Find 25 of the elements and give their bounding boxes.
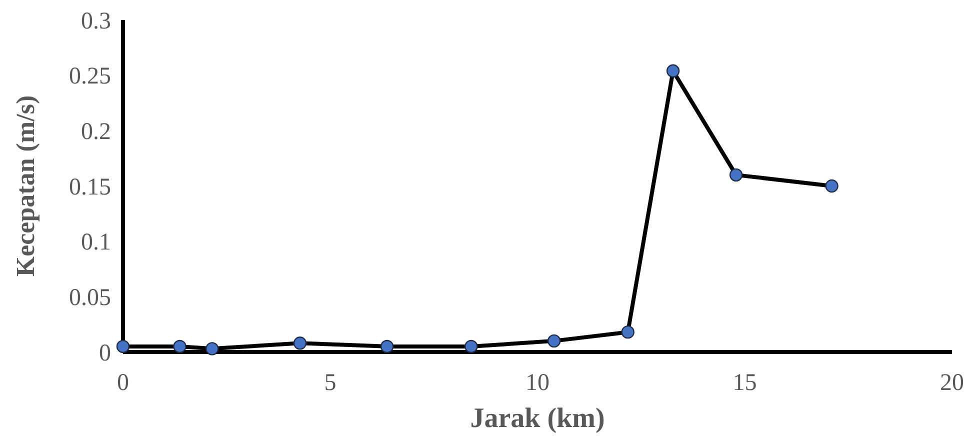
y-tick-label: 0.2 xyxy=(81,119,111,146)
point xyxy=(464,340,478,354)
point xyxy=(173,340,186,354)
point xyxy=(621,325,634,339)
x-tick-label: 5 xyxy=(324,370,336,396)
x-axis-title: Jarak (km) xyxy=(470,403,605,434)
point xyxy=(380,340,394,354)
y-tick-label: 0.15 xyxy=(69,174,111,200)
point xyxy=(547,334,561,348)
x-tick-label: 15 xyxy=(732,370,757,396)
y-tick-label: 0.25 xyxy=(69,64,111,90)
y-tick-label: 0.1 xyxy=(81,230,111,256)
x-tick-label: 0 xyxy=(117,370,129,396)
point xyxy=(293,336,307,350)
y-axis-title: Kecepatan (m/s) xyxy=(11,95,40,277)
x-tick-label: 20 xyxy=(940,370,964,396)
point xyxy=(729,168,743,182)
point xyxy=(666,64,680,78)
x-tick-label: 10 xyxy=(526,370,550,396)
y-tick-label: 0.05 xyxy=(69,285,111,312)
y-tick-label: 0.3 xyxy=(81,8,111,34)
y-tick-label: 0 xyxy=(99,340,111,366)
point xyxy=(116,340,130,354)
point xyxy=(206,342,219,356)
point xyxy=(825,179,838,193)
